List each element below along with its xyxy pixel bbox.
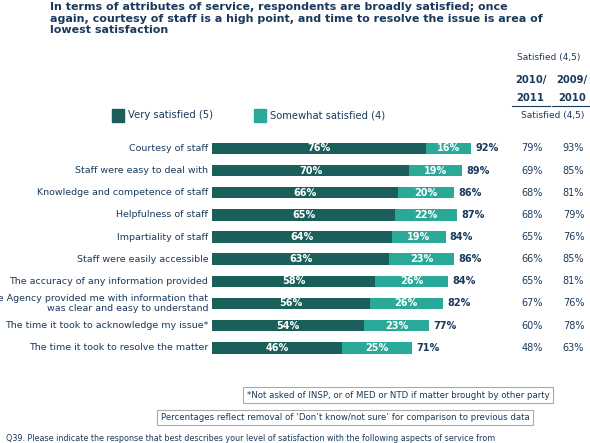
Text: 68%: 68% [522, 188, 543, 198]
Text: 26%: 26% [395, 299, 418, 308]
Bar [370, 298, 442, 309]
Text: 87%: 87% [461, 210, 484, 220]
Bar [212, 231, 392, 243]
Text: 60%: 60% [522, 321, 543, 330]
Text: 66%: 66% [522, 254, 543, 264]
Text: The time it took to acknowledge my issue*: The time it took to acknowledge my issue… [5, 321, 208, 330]
Text: 66%: 66% [293, 188, 317, 198]
Bar [212, 276, 375, 287]
Text: The Agency provided me with information that
was clear and easy to understand: The Agency provided me with information … [0, 294, 208, 313]
Text: 76%: 76% [307, 144, 331, 153]
Bar [212, 209, 395, 221]
Text: 23%: 23% [385, 321, 408, 330]
Text: The time it took to resolve the matter: The time it took to resolve the matter [29, 343, 208, 352]
Text: 2010/: 2010/ [515, 75, 546, 85]
Bar [395, 209, 457, 221]
Text: 92%: 92% [475, 144, 499, 153]
Text: 86%: 86% [458, 188, 481, 198]
Text: 65%: 65% [522, 232, 543, 242]
Text: 20%: 20% [414, 188, 438, 198]
Text: Satisfied (4,5): Satisfied (4,5) [517, 53, 581, 62]
Text: 65%: 65% [292, 210, 315, 220]
Text: Courtesy of staff: Courtesy of staff [129, 144, 208, 153]
Bar [426, 143, 471, 154]
Text: Ipsos: Ipsos [8, 22, 37, 31]
Bar [364, 320, 429, 331]
Text: Percentages reflect removal of ‘Don’t know/not sure’ for comparison to previous : Percentages reflect removal of ‘Don’t kn… [161, 413, 530, 422]
Text: 76%: 76% [563, 299, 584, 308]
Text: 67%: 67% [522, 299, 543, 308]
Text: 54%: 54% [277, 321, 300, 330]
Text: 46%: 46% [266, 343, 289, 353]
Text: Somewhat satisfied (4): Somewhat satisfied (4) [270, 110, 385, 120]
Bar [409, 165, 463, 176]
Text: Q39. Please indicate the response that best describes your level of satisfaction: Q39. Please indicate the response that b… [6, 434, 495, 443]
Bar [212, 253, 389, 265]
Text: 69%: 69% [522, 166, 543, 175]
Text: The accuracy of any information provided: The accuracy of any information provided [9, 277, 208, 286]
Bar [389, 253, 454, 265]
Text: 56%: 56% [280, 299, 303, 308]
Text: 76%: 76% [563, 232, 584, 242]
Text: Knowledge and competence of staff: Knowledge and competence of staff [37, 188, 208, 197]
Text: 85%: 85% [563, 166, 584, 175]
Text: 64%: 64% [291, 232, 314, 242]
Text: 93%: 93% [563, 144, 584, 153]
Text: 79%: 79% [522, 144, 543, 153]
Text: 2009/: 2009/ [556, 75, 588, 85]
Text: 82%: 82% [447, 299, 470, 308]
Bar [212, 342, 342, 354]
Text: 86%: 86% [458, 254, 481, 264]
Text: 19%: 19% [407, 232, 431, 242]
Text: 79%: 79% [563, 210, 584, 220]
Text: 2010: 2010 [558, 93, 586, 103]
Text: In terms of attributes of service, respondents are broadly satisfied; once
again: In terms of attributes of service, respo… [50, 2, 543, 35]
Text: Staff were easy to deal with: Staff were easy to deal with [75, 166, 208, 175]
Text: Very satisfied (5): Very satisfied (5) [128, 110, 213, 120]
Text: Helpfulness of staff: Helpfulness of staff [116, 210, 208, 219]
Text: 68%: 68% [522, 210, 543, 220]
Text: Impartiality of staff: Impartiality of staff [117, 233, 208, 241]
Text: 84%: 84% [453, 276, 476, 286]
Text: 48%: 48% [522, 343, 543, 353]
Bar [212, 187, 398, 198]
Text: 63%: 63% [563, 343, 584, 353]
Text: 78%: 78% [563, 321, 584, 330]
Text: 58%: 58% [282, 276, 306, 286]
Bar [254, 109, 266, 122]
Text: 70%: 70% [299, 166, 322, 175]
Text: 65%: 65% [522, 276, 543, 286]
Text: 2011: 2011 [516, 93, 545, 103]
Text: Staff were easily accessible: Staff were easily accessible [77, 255, 208, 264]
Text: 63%: 63% [289, 254, 313, 264]
Text: 26%: 26% [400, 276, 424, 286]
Bar [212, 143, 426, 154]
Text: 16%: 16% [437, 144, 460, 153]
Bar [392, 231, 445, 243]
Bar [398, 187, 454, 198]
Text: 81%: 81% [563, 188, 584, 198]
Text: 25%: 25% [365, 343, 388, 353]
Text: 85%: 85% [563, 254, 584, 264]
Text: 89%: 89% [467, 166, 490, 175]
Text: 19%: 19% [424, 166, 447, 175]
Bar [375, 276, 448, 287]
Text: 84%: 84% [450, 232, 473, 242]
Text: 71%: 71% [416, 343, 440, 353]
Bar [212, 165, 409, 176]
Bar [212, 320, 364, 331]
Text: 23%: 23% [410, 254, 433, 264]
Bar [112, 109, 124, 122]
Text: Satisfied (4,5): Satisfied (4,5) [521, 111, 585, 120]
Text: 81%: 81% [563, 276, 584, 286]
Bar [212, 298, 370, 309]
Bar [342, 342, 412, 354]
Text: 22%: 22% [414, 210, 438, 220]
Text: *Not asked of INSP, or of MED or NTD if matter brought by other party: *Not asked of INSP, or of MED or NTD if … [247, 391, 550, 400]
Text: 77%: 77% [433, 321, 456, 330]
